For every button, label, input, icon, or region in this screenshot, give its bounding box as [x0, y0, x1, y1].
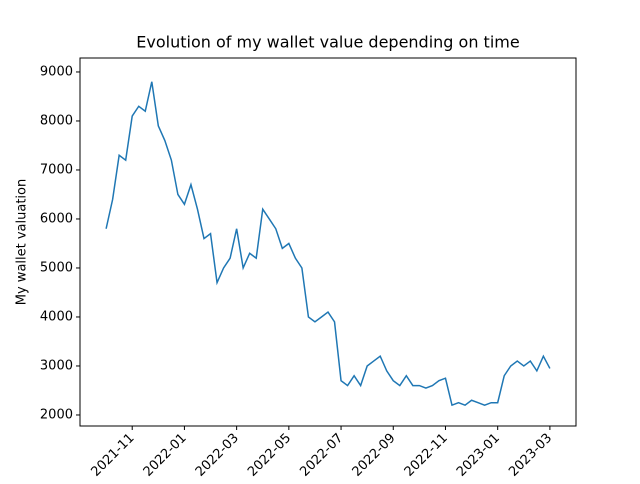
y-tick-label: 6000 — [40, 211, 73, 226]
y-tick-label: 2000 — [40, 407, 73, 422]
x-tick-label: 2022-03 — [193, 431, 242, 480]
y-tick-label: 9000 — [40, 64, 73, 79]
y-tick-label: 7000 — [40, 162, 73, 177]
chart-title: Evolution of my wallet value depending o… — [136, 33, 519, 52]
x-tick-label: 2023-01 — [454, 431, 503, 480]
axes-frame — [79, 57, 577, 427]
x-tick-label: 2021-11 — [88, 431, 137, 480]
x-tick-label: 2022-07 — [297, 431, 346, 480]
y-tick-label: 8000 — [40, 113, 73, 128]
y-tick-label: 3000 — [40, 358, 73, 373]
y-tick-label: 4000 — [40, 309, 73, 324]
y-tick-label: 5000 — [40, 260, 73, 275]
y-axis-label: My wallet valuation — [15, 179, 30, 305]
x-tick-label: 2022-01 — [141, 431, 190, 480]
line-series — [105, 81, 551, 407]
x-tick-label: 2022-09 — [350, 431, 399, 480]
x-tick-label: 2022-11 — [402, 431, 451, 480]
x-tick-label: 2023-03 — [506, 431, 555, 480]
x-tick-label: 2022-05 — [245, 431, 294, 480]
